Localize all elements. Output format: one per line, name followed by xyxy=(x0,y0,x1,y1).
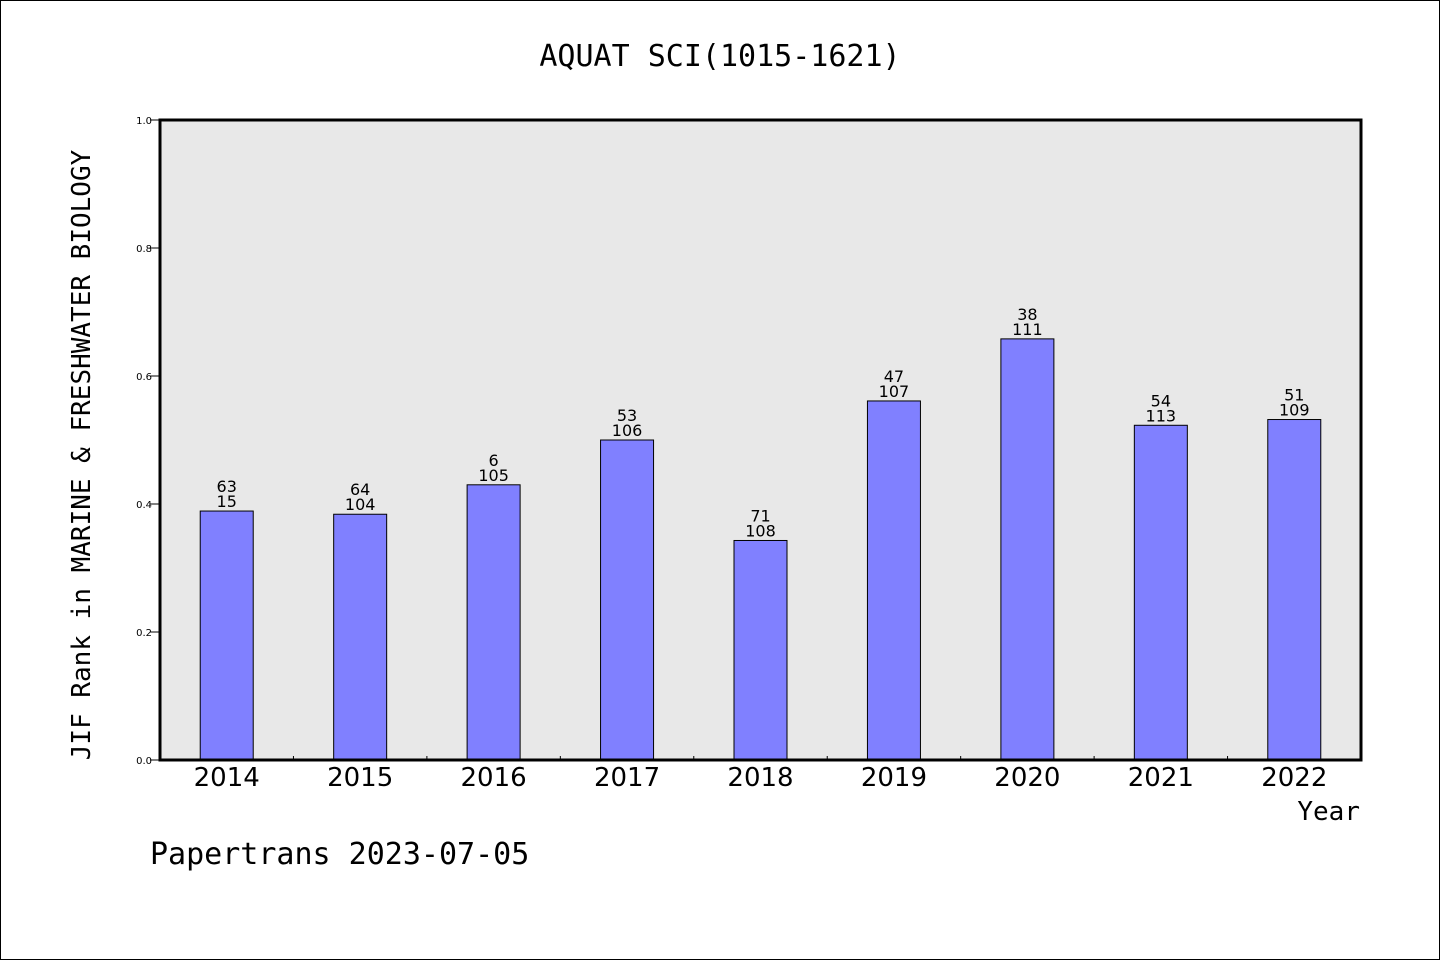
x-tick-label-2014: 2014 xyxy=(194,763,260,793)
y-tick-label-2: 0.4 xyxy=(136,500,152,511)
bar-2017 xyxy=(600,439,655,761)
bar-2021 xyxy=(1133,424,1188,761)
bar-label-bottom-2019: 107 xyxy=(879,382,910,401)
bar-2014 xyxy=(199,510,254,761)
bar-2020 xyxy=(1000,338,1055,761)
y-axis: 0.0 0.2 0.4 0.6 0.8 1.0 xyxy=(136,116,160,767)
bar-label-bottom-2014: 15 xyxy=(217,492,237,511)
bar-label-top-2020: 38 xyxy=(1017,305,1037,324)
bar-label-bottom-2018: 108 xyxy=(745,521,776,540)
chart-title: AQUAT SCI(1015-1621) xyxy=(539,39,900,74)
y-tick-label-5: 1.0 xyxy=(136,116,152,127)
y-tick-label-0: 0.0 xyxy=(136,756,152,767)
bar-label-bottom-2017: 106 xyxy=(612,421,643,440)
y-axis-label: JIF Rank in MARINE & FRESHWATER BIOLOGY xyxy=(67,149,97,760)
x-axis-label: Year xyxy=(1297,797,1360,827)
bar-label-top-2017: 53 xyxy=(617,406,637,425)
x-tick-label-2022: 2022 xyxy=(1261,763,1327,793)
bar-label-top-2014: 63 xyxy=(217,477,237,496)
bar-2016 xyxy=(466,484,521,761)
x-tick-label-2017: 2017 xyxy=(594,763,660,793)
x-tick-label-2016: 2016 xyxy=(461,763,527,793)
bar-label-top-2018: 71 xyxy=(750,506,770,525)
x-tick-label-2020: 2020 xyxy=(994,763,1060,793)
x-tick-label-2018: 2018 xyxy=(727,763,793,793)
bar-label-bottom-2020: 111 xyxy=(1012,320,1043,339)
bar-label-bottom-2021: 113 xyxy=(1146,406,1177,425)
y-tick-label-3: 0.6 xyxy=(136,372,152,383)
bar-2018 xyxy=(733,539,788,761)
x-tick-label-2019: 2019 xyxy=(861,763,927,793)
bar-label-top-2021: 54 xyxy=(1151,391,1171,410)
x-tick-label-2021: 2021 xyxy=(1128,763,1194,793)
plot-border xyxy=(158,118,1363,762)
bar-2022 xyxy=(1267,419,1322,761)
x-axis: 2014 2015 2016 2017 2018 2019 2020 2021 2022 xyxy=(194,756,1327,793)
y-tick-label-1: 0.2 xyxy=(136,628,152,639)
bar-label-top-2019: 47 xyxy=(884,367,904,386)
footer-note: Papertrans 2023-07-05 xyxy=(150,837,529,872)
bar-label-bottom-2015: 104 xyxy=(345,495,376,514)
bar-label-bottom-2016: 105 xyxy=(478,466,509,485)
bar-label-bottom-2022: 109 xyxy=(1279,401,1310,420)
y-tick-label-4: 0.8 xyxy=(136,244,152,255)
bar-label-top-2016: 6 xyxy=(489,451,499,470)
bar-2019 xyxy=(866,400,921,761)
bar-2015 xyxy=(333,513,388,761)
bars-group xyxy=(199,338,1322,761)
bar-label-top-2015: 64 xyxy=(350,480,370,499)
bar-label-top-2022: 51 xyxy=(1284,386,1304,405)
x-tick-label-2015: 2015 xyxy=(327,763,393,793)
